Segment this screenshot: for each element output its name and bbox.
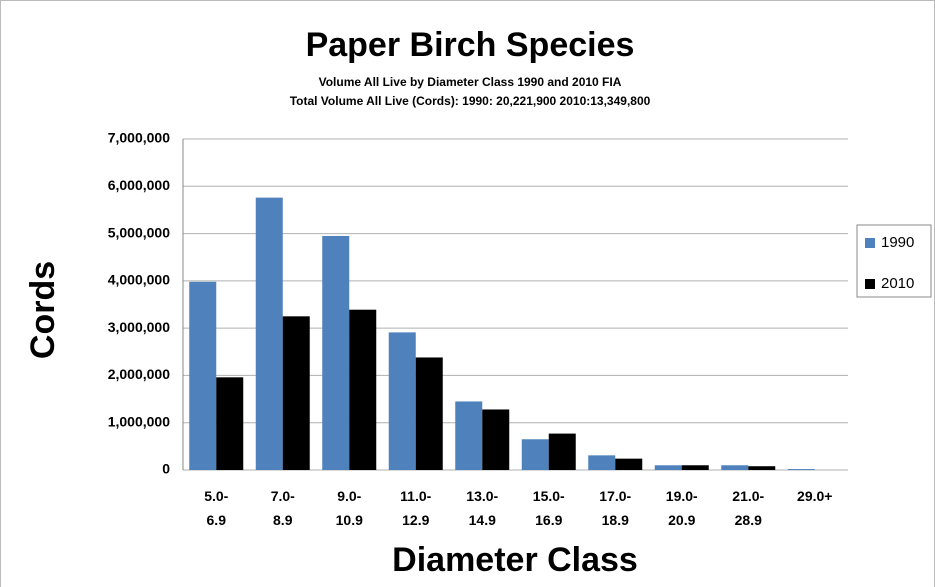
- y-axis-label: Cords: [24, 261, 62, 359]
- x-tick-label: 15.0- 16.9: [532, 488, 565, 528]
- bar: [787, 469, 815, 470]
- x-tick-label: 7.0- 8.9: [270, 488, 295, 528]
- chart-subtitle: Total Volume All Live (Cords): 1990: 20,…: [290, 94, 651, 108]
- y-tick-label: 4,000,000: [108, 272, 170, 288]
- chart-subtitle: Volume All Live by Diameter Class 1990 a…: [319, 75, 622, 89]
- x-tick-label: 9.0- 10.9: [335, 488, 363, 528]
- x-axis-label: Diameter Class: [392, 541, 638, 579]
- bar: [322, 235, 350, 470]
- x-tick-label: 19.0- 20.9: [665, 488, 698, 528]
- bar: [282, 316, 310, 470]
- bar: [521, 439, 549, 470]
- x-tick-label: 17.0- 18.9: [599, 488, 632, 528]
- y-tick-label: 1,000,000: [108, 413, 170, 429]
- bar: [255, 197, 283, 471]
- bar: [548, 433, 576, 470]
- bar: [216, 377, 244, 470]
- x-tick-label: 13.0- 14.9: [466, 488, 499, 528]
- bar: [482, 409, 510, 470]
- x-tick-label: 29.0+: [797, 488, 833, 504]
- x-tick-label: 11.0- 12.9: [400, 488, 432, 528]
- y-tick-label: 3,000,000: [108, 319, 170, 335]
- bar: [189, 281, 217, 470]
- legend-label: 2010: [881, 275, 914, 292]
- bar: [748, 466, 776, 470]
- y-tick-label: 7,000,000: [108, 130, 170, 146]
- bar: [681, 465, 709, 470]
- bar: [388, 332, 416, 470]
- y-tick-label: 2,000,000: [108, 366, 170, 382]
- y-tick-label: 6,000,000: [108, 177, 170, 193]
- bar: [721, 465, 749, 470]
- x-tick-label: 5.0- 6.9: [204, 488, 229, 528]
- legend-swatch: [865, 279, 875, 289]
- bar: [349, 309, 377, 470]
- x-tick-label: 21.0- 28.9: [732, 488, 765, 528]
- bar: [588, 455, 616, 470]
- legend-swatch: [865, 238, 875, 248]
- legend-label: 1990: [881, 234, 914, 251]
- chart-title: Paper Birch Species: [306, 26, 635, 64]
- bar: [415, 357, 443, 470]
- bar: [455, 401, 483, 470]
- bar: [615, 458, 643, 470]
- y-tick-label: 5,000,000: [108, 224, 170, 240]
- legend-box: [856, 224, 932, 298]
- y-tick-label: 0: [162, 461, 170, 477]
- bar: [654, 465, 682, 470]
